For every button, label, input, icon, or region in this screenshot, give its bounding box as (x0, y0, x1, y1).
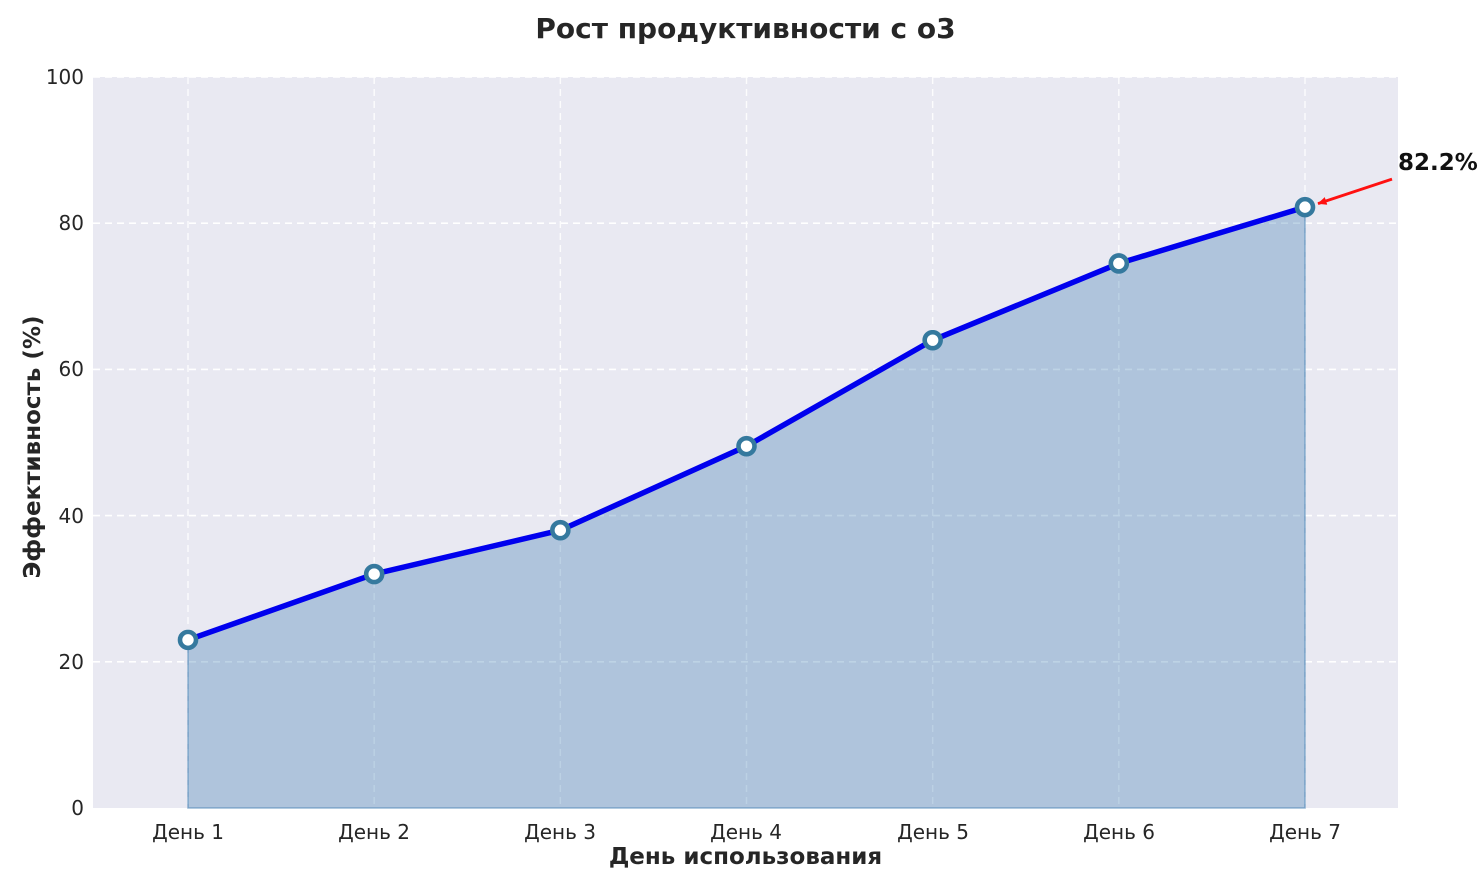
y-tick-100: 100 (45, 65, 84, 89)
y-axis-label: Эффективность (%) (20, 315, 46, 579)
data-point-marker (1108, 253, 1130, 274)
data-point-marker (177, 629, 199, 651)
chart-title: Рост продуктивности с o3 (535, 12, 956, 45)
annotation-arrow (1317, 177, 1393, 205)
y-tick-0: 0 (71, 796, 84, 820)
plot-group (93, 76, 1398, 809)
peak-value-annotation: 82.2% (1398, 150, 1478, 176)
y-tick-60: 60 (58, 357, 84, 381)
data-point-marker (550, 519, 571, 541)
y-tick-20: 20 (58, 650, 84, 674)
x-tick-day-2: День 2 (338, 820, 410, 844)
data-point-marker (922, 329, 943, 351)
data-point-marker (736, 435, 757, 457)
x-tick-day-1: День 1 (152, 820, 224, 844)
y-tick-80: 80 (58, 211, 84, 235)
y-tick-40: 40 (58, 504, 84, 528)
data-point-marker (363, 563, 385, 585)
x-tick-day-3: День 3 (524, 820, 596, 844)
x-tick-day-7: День 7 (1269, 820, 1341, 844)
x-tick-day-5: День 5 (897, 820, 969, 844)
x-axis-label: День использования (608, 844, 883, 870)
x-tick-day-4: День 4 (710, 820, 782, 844)
data-point-marker (1294, 196, 1316, 218)
x-tick-day-6: День 6 (1083, 820, 1155, 844)
